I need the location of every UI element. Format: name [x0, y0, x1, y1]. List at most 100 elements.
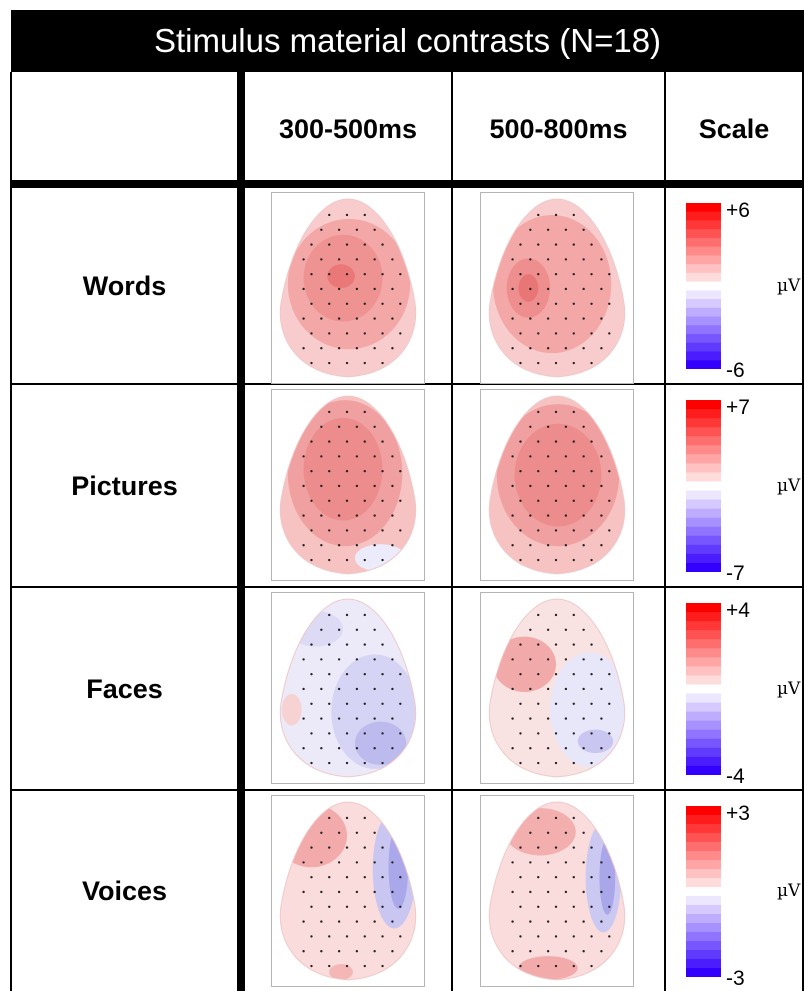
electrode-dot [554, 243, 558, 246]
electrode-dot [529, 890, 532, 894]
electrode-dot [391, 455, 394, 458]
electrode-dot [399, 643, 402, 646]
electrode-dot [373, 317, 376, 320]
scale-step [686, 418, 721, 428]
potential-region [354, 721, 407, 765]
electrode-dot [590, 272, 593, 276]
scale-step [686, 729, 721, 740]
electrode-dot [590, 702, 593, 705]
electrode-dot [399, 499, 402, 502]
scalp-map-svg [488, 598, 626, 778]
table-right-border [802, 72, 804, 991]
electrode-dot [537, 643, 540, 646]
electrode-dot [529, 747, 532, 750]
electrode-dot [554, 302, 558, 305]
electrode-dot [529, 920, 532, 923]
electrode-dot [590, 469, 593, 473]
scale-step [686, 351, 721, 361]
electrode-dot [600, 317, 603, 320]
electrode-dot [328, 213, 331, 217]
electrode-dot [572, 558, 575, 562]
electrode-dot [381, 469, 384, 473]
electrode-dot [302, 317, 305, 320]
electrode-dot [511, 484, 514, 488]
electrode-dot [302, 747, 305, 750]
electrode-dot [355, 258, 359, 261]
row-separator-1 [12, 383, 804, 385]
electrode-dot [572, 243, 575, 246]
electrode-dot [310, 558, 313, 562]
electrode-dot [546, 228, 550, 231]
electrode-dot [546, 258, 550, 261]
electrode-dot [529, 628, 532, 631]
electrode-dot [337, 425, 341, 428]
electrode-dot [546, 658, 550, 661]
electrode-dot [302, 687, 305, 691]
electrode-dot [337, 658, 341, 661]
color-scale-svg [686, 203, 721, 370]
electrode-dot [572, 302, 575, 305]
electrode-dot [391, 628, 394, 631]
electrode-dot [537, 905, 540, 908]
electrode-dot [373, 258, 376, 261]
electrode-dot [529, 950, 532, 953]
electrode-dot [328, 361, 331, 365]
electrode-dot [564, 950, 568, 953]
electrode-dot [572, 935, 575, 938]
electrode-dot [529, 831, 532, 834]
scale-step [686, 246, 721, 256]
electrode-dot [381, 875, 384, 879]
electrode-dot [381, 272, 384, 276]
scale-step [686, 436, 721, 446]
electrode-dot [600, 950, 603, 953]
electrode-dot [572, 761, 575, 765]
scale-step [686, 693, 721, 704]
electrode-dot [345, 935, 349, 938]
electrode-dot [511, 831, 514, 834]
potential-region [492, 214, 612, 354]
electrode-dot [519, 875, 522, 879]
electrode-dot [328, 243, 331, 246]
electrode-dot [363, 332, 366, 335]
title-bar [11, 10, 804, 72]
scale-step [686, 684, 721, 695]
scale-max-words: +6 [726, 199, 750, 222]
electrode-dot [546, 287, 550, 291]
electrode-dot [608, 672, 611, 676]
row-label-words: Words [82, 270, 167, 301]
potential-region [327, 264, 355, 288]
scale-step [686, 237, 721, 248]
electrode-dot [600, 687, 603, 691]
electrode-dot [537, 272, 540, 276]
electrode-dot [554, 875, 558, 879]
electrode-dot [572, 361, 575, 365]
scale-step [686, 896, 721, 906]
electrode-dot [320, 890, 323, 894]
electrode-dot [345, 761, 349, 765]
electrode-dot [582, 228, 585, 231]
electrode-dot [310, 935, 313, 938]
electrode-dot [564, 687, 568, 691]
electrode-dot [582, 717, 585, 720]
electrode-dot [310, 761, 313, 765]
electrode-dot [337, 544, 341, 547]
scale-step [686, 400, 721, 410]
electrode-dot [529, 484, 532, 488]
scale-step [686, 824, 721, 834]
electrode-dot [320, 687, 323, 691]
scale-step [686, 334, 721, 344]
electrode-dot [582, 455, 585, 458]
electrode-dot [529, 658, 532, 661]
electrode-dot [554, 702, 558, 705]
electrode-dot [554, 361, 558, 365]
electrode-dot [328, 935, 331, 938]
scale-step [686, 621, 721, 631]
electrode-dot [355, 920, 359, 923]
electrode-dot [320, 628, 323, 631]
electrode-dot [600, 747, 603, 750]
electrode-dot [600, 861, 603, 864]
electrode-dot [590, 905, 593, 908]
electrode-dot [337, 861, 341, 864]
electrode-dot [363, 702, 366, 705]
